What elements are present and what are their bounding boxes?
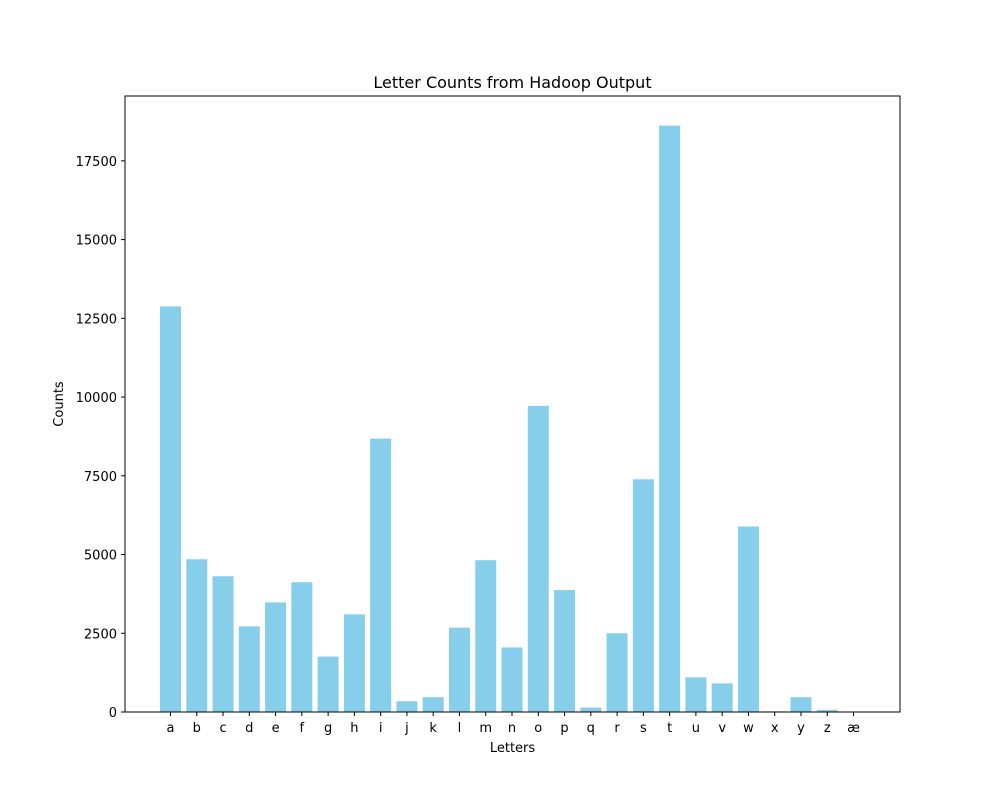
y-tick-label: 7500 (84, 470, 117, 485)
x-tick-label: u (692, 721, 700, 736)
y-tick-label: 2500 (84, 627, 117, 642)
x-tick-label: s (640, 721, 647, 736)
bar-a (160, 306, 181, 712)
bar-w (737, 526, 759, 712)
x-tick-label: b (193, 721, 201, 736)
bar-r (606, 633, 628, 712)
bar-u (685, 677, 707, 712)
plot-frame (124, 95, 901, 713)
x-tick-label: y (797, 721, 805, 736)
bar-d (238, 626, 260, 712)
x-tick-label: m (479, 721, 492, 736)
x-tick-label: o (534, 721, 542, 736)
x-tick-label: z (824, 721, 831, 736)
y-tick-label: 0 (109, 706, 117, 721)
bar-e (265, 602, 287, 712)
x-tick-label: x (771, 721, 779, 736)
x-tick-label: l (458, 721, 462, 736)
bar-f (291, 582, 313, 712)
bar-p (554, 590, 576, 712)
bar-n (501, 647, 523, 712)
x-tick-label: r (614, 721, 620, 736)
bar-b (186, 559, 208, 712)
x-tick-label: f (300, 721, 305, 736)
bar-v (711, 683, 733, 712)
x-tick-label: i (379, 721, 383, 736)
x-tick-label: d (245, 721, 253, 736)
x-tick-label: c (219, 721, 226, 736)
x-tick-label: h (350, 721, 358, 736)
x-tick-label: q (587, 721, 595, 736)
x-tick-label: j (404, 721, 409, 736)
bar-t (659, 125, 681, 713)
bar-q (580, 707, 602, 712)
x-tick-label: v (718, 721, 726, 736)
x-tick-label: æ (847, 721, 860, 736)
y-axis-label: Counts (52, 381, 67, 427)
bar-z (816, 709, 838, 712)
bar-s (632, 479, 654, 712)
y-ticks: 0 2500 5000 7500 10000 12500 15000 17500 (76, 155, 125, 721)
x-tick-label: g (324, 721, 332, 736)
bar-l (448, 627, 470, 712)
y-tick-label: 5000 (84, 549, 117, 564)
x-axis-label: Letters (490, 741, 536, 756)
y-tick-label: 15000 (76, 234, 117, 249)
bar-j (396, 701, 418, 712)
y-tick-label: 17500 (76, 155, 117, 170)
x-tick-label: n (508, 721, 516, 736)
y-tick-label: 12500 (76, 312, 117, 327)
bar-h (343, 614, 365, 712)
bar-o (527, 405, 549, 712)
bar-c (212, 576, 234, 712)
bar-g (317, 656, 339, 712)
x-tick-label: p (560, 721, 568, 736)
x-tick-label: k (429, 721, 437, 736)
bar-k (422, 697, 444, 712)
x-tick-label: a (167, 721, 175, 736)
bar-m (475, 560, 497, 712)
x-tick-label: w (743, 721, 754, 736)
y-tick-label: 10000 (76, 391, 117, 406)
x-tick-label: e (272, 721, 280, 736)
bars-group (160, 125, 865, 713)
chart-title: Letter Counts from Hadoop Output (373, 73, 651, 92)
bar-y (790, 697, 812, 712)
x-tick-label: t (667, 721, 672, 736)
bar-i (370, 438, 392, 712)
